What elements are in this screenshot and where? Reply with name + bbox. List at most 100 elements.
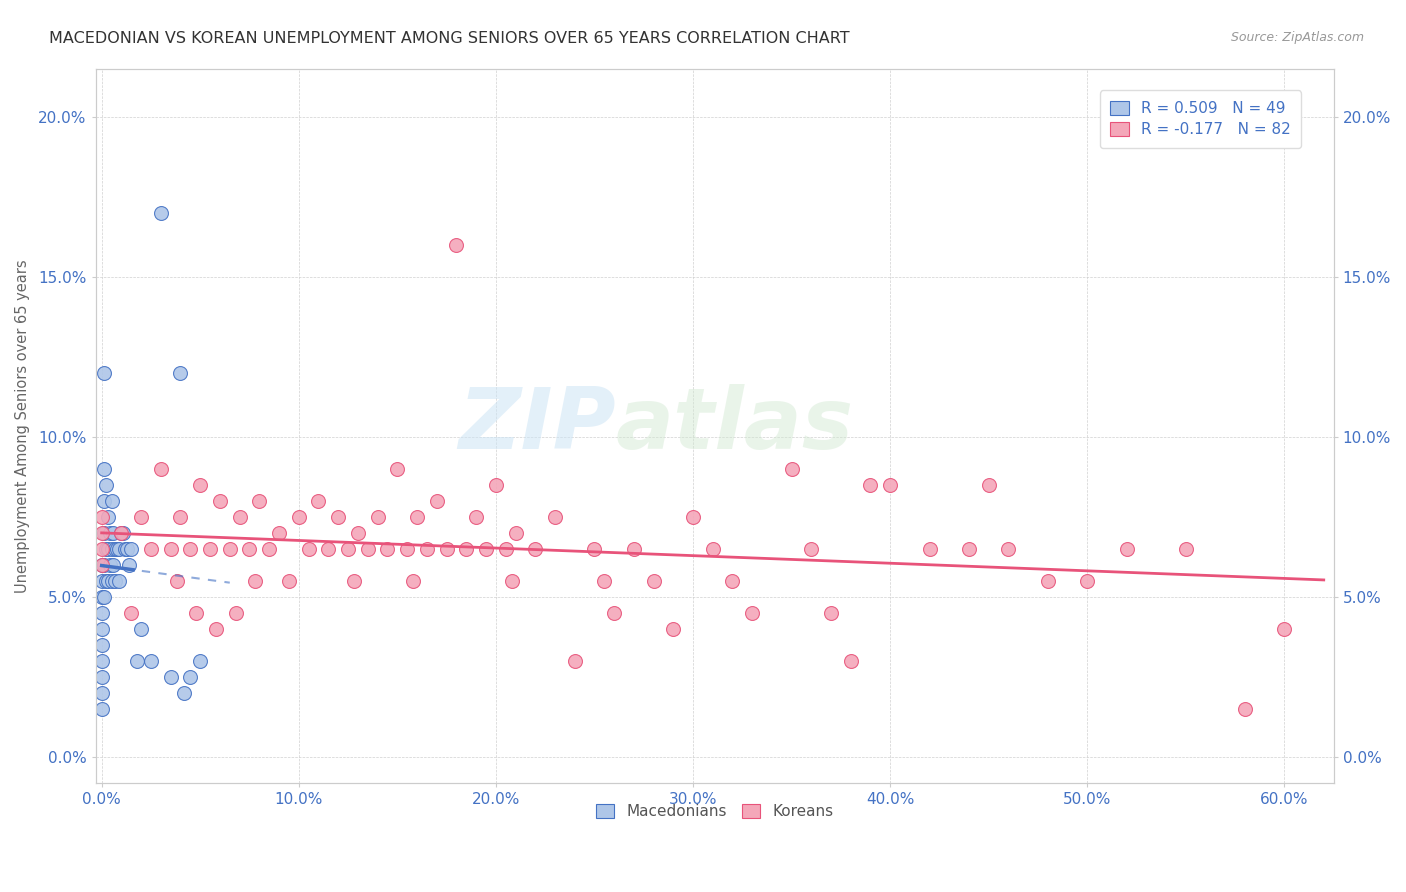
- Point: [108, 542, 131, 557]
- Point: [90, 558, 112, 573]
- Point: [108, 574, 131, 589]
- Point: [94, 478, 117, 492]
- Point: [297, 542, 319, 557]
- Point: [387, 462, 409, 476]
- Point: [820, 606, 842, 620]
- Point: [343, 574, 366, 589]
- Point: [104, 542, 127, 557]
- Point: [544, 510, 567, 524]
- Point: [103, 558, 125, 573]
- Point: [977, 478, 1000, 492]
- Point: [188, 478, 211, 492]
- Point: [859, 478, 882, 492]
- Point: [1076, 574, 1098, 589]
- Point: [90, 591, 112, 605]
- Point: [367, 510, 389, 524]
- Point: [98, 558, 121, 573]
- Point: [90, 558, 112, 573]
- Point: [402, 574, 425, 589]
- Legend: Macedonians, Koreans: Macedonians, Koreans: [589, 798, 839, 825]
- Point: [228, 510, 250, 524]
- Point: [583, 542, 606, 557]
- Point: [179, 542, 201, 557]
- Point: [112, 526, 135, 541]
- Point: [505, 526, 527, 541]
- Point: [308, 494, 330, 508]
- Point: [416, 542, 439, 557]
- Point: [623, 542, 645, 557]
- Point: [257, 542, 280, 557]
- Point: [957, 542, 980, 557]
- Text: Source: ZipAtlas.com: Source: ZipAtlas.com: [1230, 31, 1364, 45]
- Text: MACEDONIAN VS KOREAN UNEMPLOYMENT AMONG SENIORS OVER 65 YEARS CORRELATION CHART: MACEDONIAN VS KOREAN UNEMPLOYMENT AMONG …: [49, 31, 849, 46]
- Point: [90, 670, 112, 684]
- Point: [396, 542, 419, 557]
- Point: [94, 542, 117, 557]
- Point: [93, 558, 115, 573]
- Point: [129, 622, 152, 636]
- Point: [524, 542, 547, 557]
- Point: [218, 542, 240, 557]
- Point: [90, 622, 112, 636]
- Point: [114, 542, 136, 557]
- Point: [198, 542, 221, 557]
- Point: [97, 542, 120, 557]
- Point: [377, 542, 399, 557]
- Point: [93, 591, 115, 605]
- Point: [186, 606, 208, 620]
- Point: [129, 510, 152, 524]
- Point: [149, 205, 172, 219]
- Point: [166, 574, 188, 589]
- Point: [839, 654, 862, 668]
- Point: [208, 494, 231, 508]
- Point: [702, 542, 724, 557]
- Point: [100, 542, 122, 557]
- Point: [107, 542, 129, 557]
- Point: [118, 558, 141, 573]
- Point: [247, 494, 270, 508]
- Point: [90, 526, 112, 541]
- Point: [98, 526, 121, 541]
- Point: [117, 542, 139, 557]
- Point: [918, 542, 941, 557]
- Point: [997, 542, 1019, 557]
- Point: [318, 542, 340, 557]
- Point: [100, 574, 122, 589]
- Point: [93, 494, 115, 508]
- Point: [662, 622, 685, 636]
- Point: [120, 542, 142, 557]
- Point: [93, 526, 115, 541]
- Point: [90, 510, 112, 524]
- Point: [475, 542, 498, 557]
- Point: [188, 654, 211, 668]
- Y-axis label: Unemployment Among Seniors over 65 years: Unemployment Among Seniors over 65 years: [15, 259, 30, 592]
- Point: [337, 542, 360, 557]
- Point: [90, 606, 112, 620]
- Point: [103, 526, 125, 541]
- Point: [169, 510, 191, 524]
- Point: [159, 542, 181, 557]
- Point: [446, 237, 468, 252]
- Point: [1174, 542, 1197, 557]
- Point: [1272, 622, 1295, 636]
- Point: [287, 510, 309, 524]
- Point: [879, 478, 901, 492]
- Point: [1036, 574, 1059, 589]
- Point: [238, 542, 260, 557]
- Point: [780, 462, 803, 476]
- Point: [110, 526, 132, 541]
- Point: [347, 526, 370, 541]
- Point: [104, 574, 127, 589]
- Point: [465, 510, 488, 524]
- Point: [485, 478, 508, 492]
- Point: [149, 462, 172, 476]
- Point: [139, 542, 162, 557]
- Point: [97, 574, 120, 589]
- Point: [205, 622, 228, 636]
- Text: ZIP: ZIP: [458, 384, 616, 467]
- Point: [94, 574, 117, 589]
- Point: [436, 542, 458, 557]
- Point: [100, 494, 122, 508]
- Point: [90, 654, 112, 668]
- Point: [1115, 542, 1137, 557]
